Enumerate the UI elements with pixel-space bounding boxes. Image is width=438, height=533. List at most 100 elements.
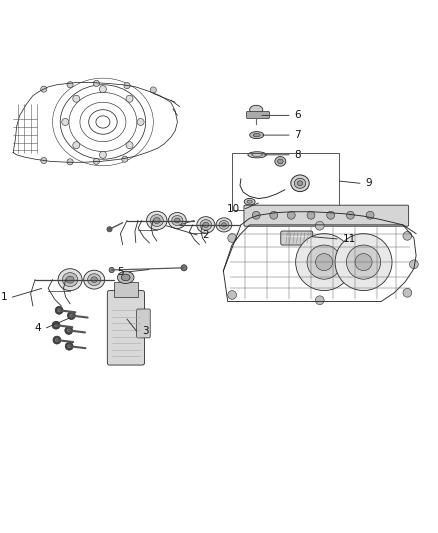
Circle shape <box>93 80 99 86</box>
Circle shape <box>355 254 372 271</box>
Circle shape <box>126 95 133 102</box>
Ellipse shape <box>200 220 212 230</box>
Circle shape <box>327 211 335 219</box>
Ellipse shape <box>250 106 263 114</box>
Circle shape <box>54 324 58 327</box>
Circle shape <box>228 290 237 300</box>
Ellipse shape <box>278 159 283 164</box>
Circle shape <box>67 344 71 348</box>
Circle shape <box>53 336 61 344</box>
Circle shape <box>109 268 114 273</box>
Circle shape <box>126 142 133 149</box>
Circle shape <box>55 306 63 314</box>
Ellipse shape <box>222 223 226 227</box>
Ellipse shape <box>294 178 306 188</box>
Circle shape <box>252 211 260 219</box>
Circle shape <box>315 296 324 304</box>
Circle shape <box>150 87 156 93</box>
Circle shape <box>287 211 295 219</box>
Ellipse shape <box>58 269 82 290</box>
Ellipse shape <box>250 132 264 139</box>
Circle shape <box>346 211 354 219</box>
Circle shape <box>67 312 75 319</box>
Circle shape <box>307 211 315 219</box>
Ellipse shape <box>117 271 134 284</box>
Circle shape <box>228 233 237 243</box>
Text: 5: 5 <box>117 266 124 277</box>
Circle shape <box>124 83 130 88</box>
Circle shape <box>410 260 418 269</box>
Ellipse shape <box>91 277 98 282</box>
Circle shape <box>65 327 73 334</box>
Ellipse shape <box>62 273 78 287</box>
Ellipse shape <box>244 198 255 205</box>
Circle shape <box>122 156 128 162</box>
Ellipse shape <box>297 181 303 185</box>
Bar <box>232 152 339 209</box>
Ellipse shape <box>121 274 130 281</box>
Circle shape <box>403 231 412 240</box>
FancyBboxPatch shape <box>247 111 269 118</box>
Ellipse shape <box>203 222 209 228</box>
Ellipse shape <box>150 215 163 227</box>
Ellipse shape <box>253 133 260 137</box>
Bar <box>114 282 138 297</box>
Ellipse shape <box>172 215 183 225</box>
Circle shape <box>55 338 59 342</box>
Circle shape <box>99 151 106 158</box>
Ellipse shape <box>66 276 74 283</box>
Circle shape <box>93 158 99 165</box>
Ellipse shape <box>247 200 252 203</box>
Ellipse shape <box>174 218 180 223</box>
Circle shape <box>181 265 187 271</box>
Ellipse shape <box>153 217 160 223</box>
Circle shape <box>315 221 324 230</box>
FancyBboxPatch shape <box>281 231 313 245</box>
Circle shape <box>296 233 353 290</box>
Text: 8: 8 <box>294 150 301 160</box>
Text: 3: 3 <box>142 326 148 336</box>
Ellipse shape <box>168 213 186 229</box>
Circle shape <box>70 314 73 317</box>
Circle shape <box>73 95 80 102</box>
Circle shape <box>57 309 61 312</box>
Circle shape <box>67 159 73 165</box>
Circle shape <box>137 118 144 125</box>
Circle shape <box>67 329 71 332</box>
Circle shape <box>65 342 73 350</box>
Circle shape <box>99 86 106 93</box>
Text: 9: 9 <box>365 178 372 188</box>
Circle shape <box>52 321 60 329</box>
Circle shape <box>41 86 47 92</box>
Ellipse shape <box>84 270 105 289</box>
FancyBboxPatch shape <box>107 290 145 365</box>
Ellipse shape <box>88 274 101 286</box>
Text: 2: 2 <box>202 230 209 240</box>
Circle shape <box>315 254 333 271</box>
Circle shape <box>307 245 341 279</box>
Text: 7: 7 <box>294 130 301 140</box>
Circle shape <box>107 227 112 232</box>
Circle shape <box>62 118 69 125</box>
Ellipse shape <box>147 211 167 230</box>
Ellipse shape <box>197 217 215 233</box>
Ellipse shape <box>291 175 309 191</box>
Circle shape <box>366 211 374 219</box>
Circle shape <box>270 211 278 219</box>
Text: 6: 6 <box>294 110 301 120</box>
Text: 4: 4 <box>35 323 41 333</box>
Ellipse shape <box>219 221 229 229</box>
Circle shape <box>41 157 47 164</box>
Circle shape <box>346 245 381 279</box>
Circle shape <box>73 142 80 149</box>
FancyBboxPatch shape <box>137 309 150 338</box>
Ellipse shape <box>248 152 266 158</box>
Text: 1: 1 <box>0 292 7 302</box>
Ellipse shape <box>216 218 232 232</box>
Text: 10: 10 <box>227 204 240 214</box>
FancyBboxPatch shape <box>244 205 409 226</box>
Ellipse shape <box>275 157 286 166</box>
Circle shape <box>403 288 412 297</box>
Text: 11: 11 <box>343 234 356 244</box>
Circle shape <box>67 82 73 88</box>
